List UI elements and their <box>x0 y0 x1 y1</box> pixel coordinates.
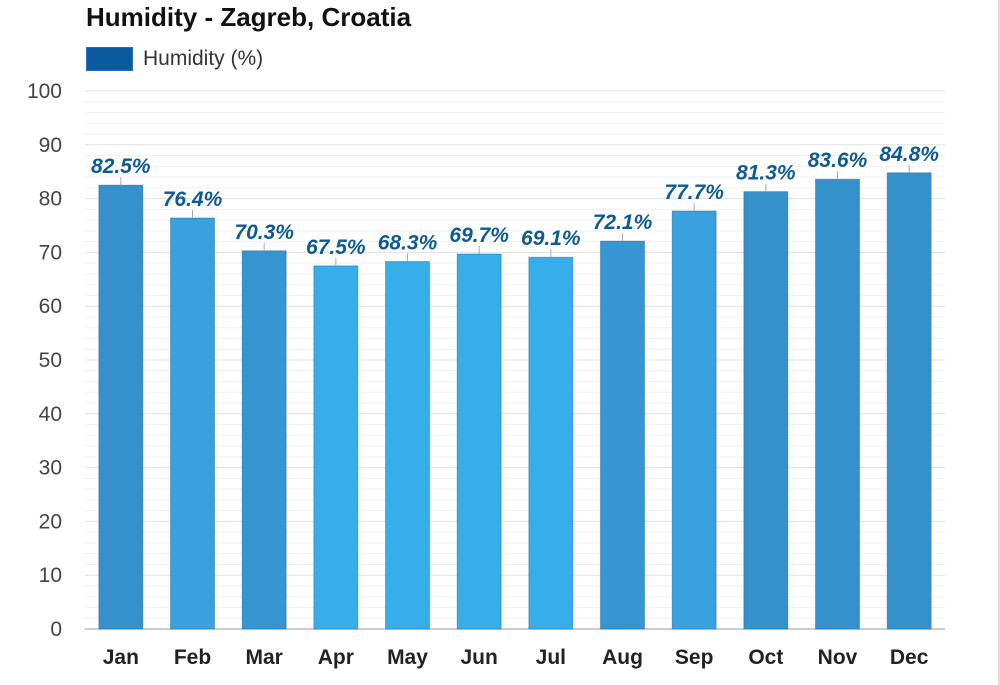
bar-jun <box>456 253 502 630</box>
y-tick-label: 10 <box>39 564 62 587</box>
data-label: 69.1% <box>521 227 581 250</box>
bar-sep <box>671 210 717 630</box>
y-tick-label: 0 <box>50 618 62 641</box>
bar-apr <box>313 265 359 630</box>
x-tick-label: May <box>387 646 428 669</box>
x-tick-label: Mar <box>245 646 282 669</box>
chart-title: Humidity - Zagreb, Croatia <box>86 2 412 32</box>
y-tick-label: 30 <box>39 457 62 480</box>
bar-nov <box>815 178 860 630</box>
x-tick-label: Oct <box>748 646 783 669</box>
y-tick-label: 100 <box>27 80 62 103</box>
y-tick-label: 60 <box>39 295 62 318</box>
x-tick-label: Aug <box>602 646 643 669</box>
data-label: 72.1% <box>593 211 653 234</box>
y-tick-label: 80 <box>39 188 62 211</box>
y-tick-label: 40 <box>39 403 62 426</box>
bar-oct <box>743 191 789 630</box>
x-tick-label: Nov <box>818 646 858 669</box>
data-label: 67.5% <box>306 236 366 259</box>
data-label: 81.3% <box>736 162 796 185</box>
data-label: 84.8% <box>879 143 939 166</box>
x-tick-label: Dec <box>890 646 929 669</box>
bar-may <box>385 261 430 630</box>
y-tick-label: 70 <box>39 241 62 264</box>
y-tick-label: 90 <box>39 134 62 157</box>
bar-dec <box>886 172 932 630</box>
bar-jan <box>98 184 144 630</box>
data-label: 82.5% <box>91 155 151 178</box>
x-tick-label: Sep <box>675 646 714 669</box>
legend: Humidity (%) <box>86 47 263 71</box>
legend-label: Humidity (%) <box>143 47 264 70</box>
x-tick-label: Feb <box>174 646 211 669</box>
data-label: 77.7% <box>664 181 724 204</box>
x-tick-label: Jan <box>103 646 139 669</box>
y-tick-label: 20 <box>39 510 62 533</box>
y-tick-label: 50 <box>39 349 62 372</box>
bar-mar <box>241 250 287 630</box>
data-label: 68.3% <box>378 232 438 255</box>
data-label: 76.4% <box>163 188 223 211</box>
x-tick-label: Jul <box>536 646 566 669</box>
data-label: 69.7% <box>449 224 509 247</box>
data-label: 70.3% <box>234 221 294 244</box>
bar-feb <box>170 217 215 630</box>
data-label: 83.6% <box>808 149 868 172</box>
bar-jul <box>528 256 574 630</box>
bar-aug <box>600 240 645 630</box>
x-tick-label: Jun <box>460 646 497 669</box>
legend-swatch <box>86 47 133 71</box>
x-tick-label: Apr <box>318 646 354 669</box>
